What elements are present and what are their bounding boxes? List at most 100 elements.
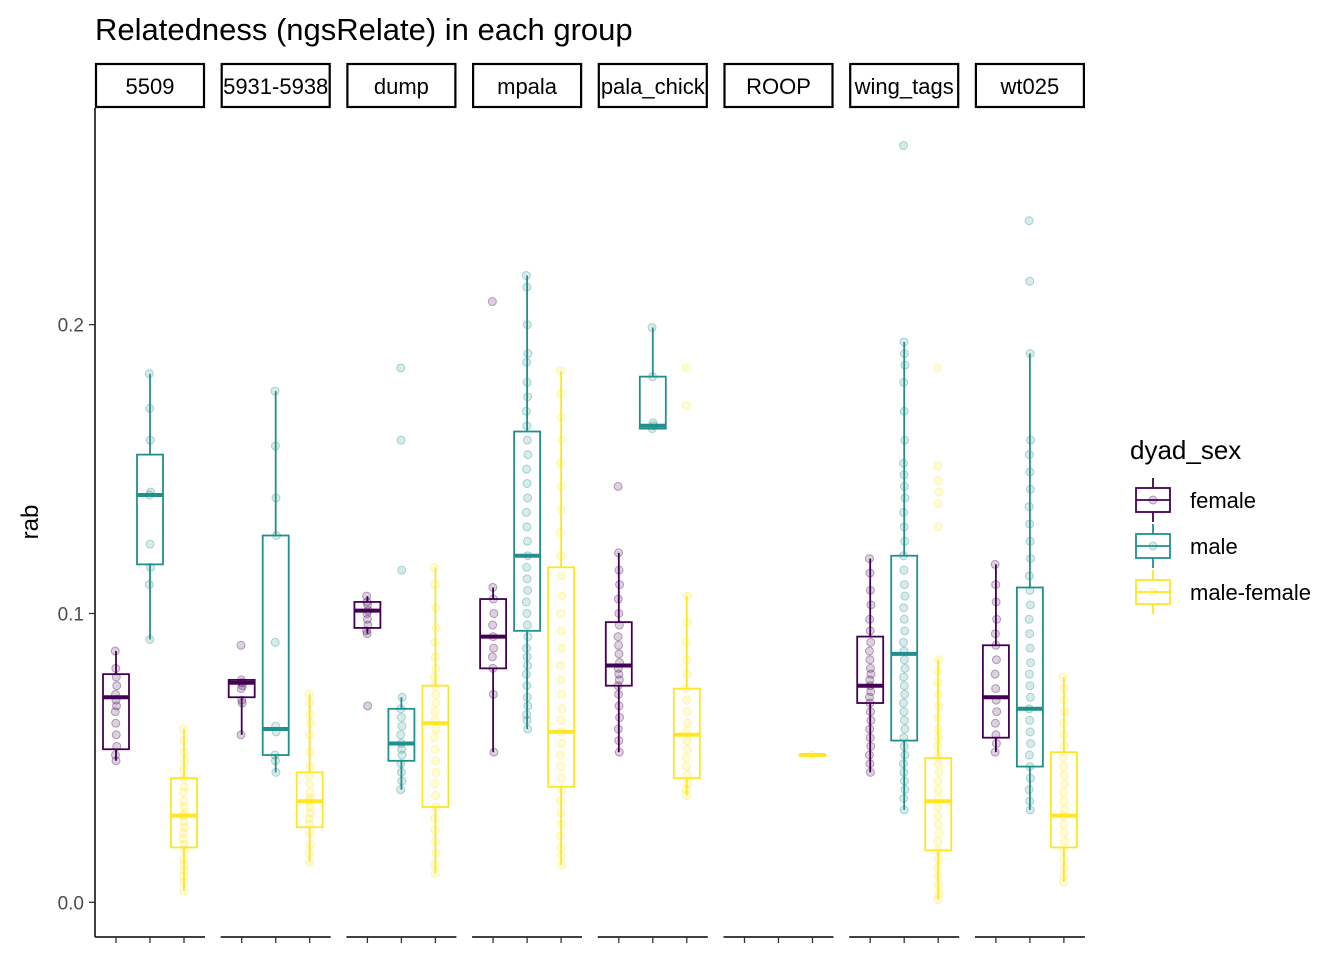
box-group-wt025-male — [1016, 216, 1044, 815]
data-point — [899, 614, 909, 624]
data-point — [557, 860, 567, 870]
data-point — [431, 663, 441, 673]
data-point — [145, 539, 155, 549]
data-point — [1058, 811, 1068, 821]
data-point — [431, 848, 441, 858]
box-group-dump-male-female — [421, 562, 450, 878]
data-point — [682, 401, 692, 411]
data-point — [431, 603, 441, 613]
data-point — [362, 608, 372, 618]
data-point — [613, 594, 623, 604]
data-point — [899, 707, 909, 717]
legend-label: female — [1190, 488, 1256, 513]
data-point — [556, 727, 566, 737]
data-point — [179, 854, 188, 864]
box-group-5509-male-female — [170, 724, 198, 896]
data-point — [555, 366, 565, 376]
box-iqr — [513, 430, 541, 632]
data-point — [614, 675, 624, 685]
facet-strip-label: pala_chick — [601, 74, 706, 99]
data-point — [488, 663, 498, 673]
facet-strip-box — [472, 62, 583, 109]
data-point — [304, 848, 314, 858]
data-point — [556, 608, 566, 618]
data-point — [556, 762, 566, 772]
legend-key-point — [1148, 587, 1158, 597]
data-point — [1060, 707, 1070, 717]
data-point — [271, 727, 281, 737]
data-point — [430, 681, 440, 691]
data-point — [430, 868, 440, 878]
data-point — [933, 776, 943, 786]
data-point — [179, 811, 188, 821]
box-group-dump-female — [353, 591, 382, 711]
legend: dyad_sex female male male-female — [1130, 435, 1311, 614]
data-point — [556, 689, 566, 699]
data-point — [1059, 684, 1069, 694]
data-point — [430, 825, 440, 835]
data-point — [363, 701, 373, 711]
data-point — [522, 479, 532, 489]
data-point — [648, 418, 658, 428]
facet-strip-box — [597, 62, 708, 109]
data-point — [555, 528, 565, 538]
box-iqr — [353, 601, 382, 629]
facet-strip-label: wing_tags — [854, 74, 954, 99]
data-point — [271, 767, 281, 777]
legend-label: male — [1190, 534, 1238, 559]
data-point — [270, 756, 280, 766]
data-point — [523, 724, 533, 734]
legend-entry-male-female: male-female — [1135, 570, 1311, 614]
data-point — [305, 828, 315, 838]
data-point — [934, 701, 944, 711]
data-point — [430, 744, 440, 754]
data-point — [430, 562, 440, 572]
data-point — [682, 669, 692, 679]
data-point — [864, 554, 874, 564]
data-point — [933, 461, 943, 471]
facet-strip-wing_tags: wing_tags — [849, 62, 960, 109]
data-point — [1025, 692, 1035, 702]
data-point — [556, 389, 566, 399]
data-point — [523, 551, 533, 561]
data-point — [180, 782, 189, 792]
data-point — [397, 721, 407, 731]
data-point — [488, 689, 498, 699]
data-point — [1025, 629, 1035, 639]
data-point — [179, 736, 189, 746]
y-axis: 0.0 0.1 0.2 — [58, 108, 96, 937]
data-point — [489, 608, 499, 618]
data-point — [362, 591, 372, 601]
data-point — [681, 684, 691, 694]
data-point — [899, 470, 909, 480]
data-point — [304, 814, 314, 824]
data-point — [178, 871, 188, 881]
data-point — [304, 689, 314, 699]
data-point — [522, 357, 532, 367]
data-point — [557, 819, 567, 829]
data-point — [556, 551, 566, 561]
data-point — [521, 271, 531, 281]
box-group-5931-5938-male-female — [295, 689, 324, 867]
data-point — [270, 750, 280, 760]
data-point — [899, 672, 909, 682]
data-point — [362, 626, 372, 636]
data-point — [933, 785, 943, 795]
box-group-wing_tags-male — [890, 141, 919, 815]
data-point — [933, 894, 943, 904]
facet-strip-ROOP: ROOP — [723, 62, 834, 109]
data-point — [430, 652, 440, 662]
data-point — [682, 707, 692, 717]
data-point — [522, 652, 532, 662]
data-point — [1059, 819, 1069, 829]
facet-strip-label: 5509 — [126, 74, 175, 99]
data-point — [396, 712, 406, 722]
legend-key-point — [1148, 541, 1158, 551]
facet-strip-box — [723, 62, 834, 109]
box-group-mpala-female — [479, 297, 508, 757]
data-point — [899, 337, 909, 347]
data-point — [397, 750, 407, 760]
data-point — [304, 796, 314, 806]
data-point — [865, 698, 875, 708]
data-point — [488, 632, 498, 642]
